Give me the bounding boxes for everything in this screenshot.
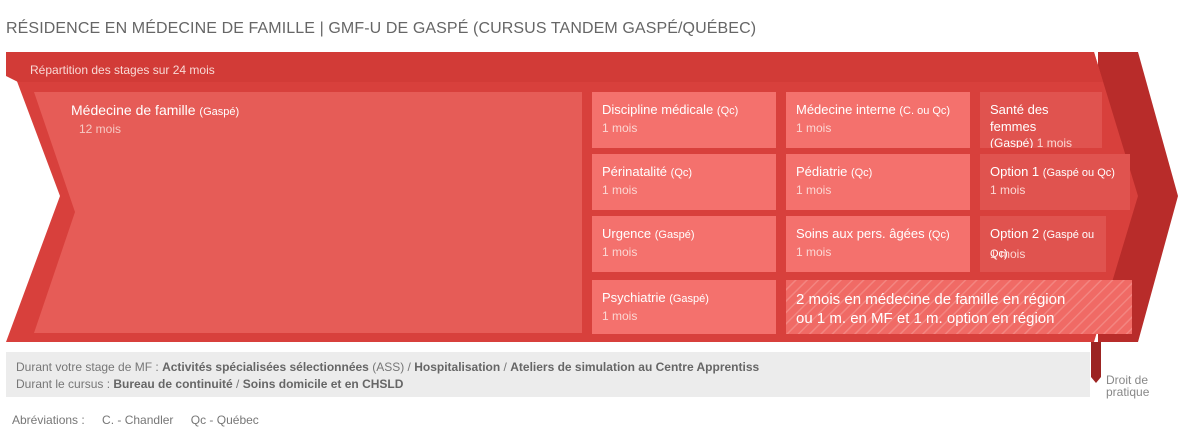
info-bureau-continuite: Bureau de continuité xyxy=(113,377,233,391)
block-name: Pédiatrie xyxy=(796,164,848,179)
block-location: (C. ou Qc) xyxy=(899,105,951,117)
block-sante-femmes: Santé des femmes (Gaspé) 1 mois xyxy=(980,92,1102,148)
info-hospitalisation: Hospitalisation xyxy=(414,360,501,374)
block-duration: 1 mois xyxy=(602,183,638,197)
block-option-2: Option 2 (Gaspé ou Qc) 1 mois xyxy=(980,216,1106,272)
info-bar: Durant votre stage de MF : Activités spé… xyxy=(6,352,1090,397)
block-soins-pers-agees: Soins aux pers. âgées (Qc) 1 mois xyxy=(786,216,970,272)
block-location: (Qc) xyxy=(670,167,693,179)
block-duration: 1 mois xyxy=(796,183,832,197)
block-name: Médecine de famille xyxy=(71,102,196,118)
block-duration: 1 mois xyxy=(1036,136,1073,148)
arrow-back xyxy=(1098,52,1178,342)
block-perinatalite: Périnatalité (Qc) 1 mois xyxy=(592,154,776,210)
block-region: 2 mois en médecine de famille en région … xyxy=(796,290,1096,328)
block-duration: 1 mois xyxy=(796,245,832,259)
block-location: (Qc) xyxy=(850,167,873,179)
block-psychiatrie: Psychiatrie (Gaspé) 1 mois xyxy=(592,280,776,334)
block-pediatrie: Pédiatrie (Qc) 1 mois xyxy=(786,154,970,210)
block-name: Psychiatrie xyxy=(602,290,666,305)
region-block-shape xyxy=(786,280,1132,334)
abbreviations: Abréviations : C. - Chandler Qc - Québec xyxy=(12,413,273,427)
block-location: (Gaspé ou Qc) xyxy=(1042,167,1115,179)
period-label: Répartition des stages sur 24 mois xyxy=(30,63,215,77)
info-line-cursus: Durant le cursus : Bureau de continuité … xyxy=(16,377,403,391)
block-location: (Gaspé) xyxy=(669,293,709,305)
abbr-quebec: Qc - Québec xyxy=(190,413,259,427)
mf-block-shape xyxy=(34,92,582,333)
block-location: (Qc) xyxy=(928,229,950,241)
arrow-header-band xyxy=(6,52,1103,82)
info-ateliers: Ateliers de simulation au Centre Apprent… xyxy=(510,360,760,374)
block-medecine-interne: Médecine interne (C. ou Qc) 1 mois xyxy=(786,92,970,148)
block-name: Option 2 xyxy=(990,226,1040,241)
page-title: RÉSIDENCE EN MÉDECINE DE FAMILLE | GMF-U… xyxy=(6,20,757,37)
info-prefix: Durant votre stage de MF : xyxy=(16,360,163,374)
block-duration: 1 mois xyxy=(990,183,1026,197)
info-prefix: Durant le cursus : xyxy=(16,377,114,391)
block-name: Urgence xyxy=(602,226,652,241)
block-location: (Gaspé) xyxy=(654,229,695,241)
block-urgence: Urgence (Gaspé) 1 mois xyxy=(592,216,776,272)
block-duration: 1 mois xyxy=(796,121,832,135)
block-option-1: Option 1 (Gaspé ou Qc) 1 mois xyxy=(980,154,1130,210)
block-duration: 1 mois xyxy=(602,309,638,323)
block-location: (Gaspé) xyxy=(199,106,240,118)
block-name: Santé des femmes xyxy=(990,102,1049,134)
region-line-2: ou 1 m. en MF et 1 m. option en région xyxy=(796,310,1055,327)
block-duration: 1 mois xyxy=(602,245,638,259)
block-duration: 1 mois xyxy=(602,121,638,135)
info-sep: / xyxy=(232,377,243,391)
block-name: Soins aux pers. âgées xyxy=(796,226,925,241)
block-location: (Gaspé ou Qc) xyxy=(990,229,1095,260)
info-sep: / xyxy=(500,360,511,374)
block-duration: 12 mois xyxy=(79,122,122,136)
info-ass: Activités spécialisées sélectionnées xyxy=(162,360,369,374)
droit-pratique-marker xyxy=(1091,342,1101,377)
block-discipline-medicale: Discipline médicale (Qc) 1 mois xyxy=(592,92,776,148)
info-soins-domicile: Soins domicile et en CHSLD xyxy=(242,377,404,391)
block-name: Périnatalité xyxy=(602,164,668,179)
block-duration: 1 mois xyxy=(990,247,1026,261)
block-name: Option 1 xyxy=(990,164,1040,179)
droit-pratique-line-1: Droit de xyxy=(1106,373,1149,387)
block-location: (Gaspé) xyxy=(990,136,1034,148)
abbr-chandler: C. - Chandler xyxy=(102,413,174,427)
block-name: Discipline médicale xyxy=(602,102,714,117)
block-location: (Qc) xyxy=(716,105,739,117)
info-sep: (ASS) / xyxy=(368,360,415,374)
info-line-mf: Durant votre stage de MF : Activités spé… xyxy=(16,360,759,374)
block-medecine-famille: Médecine de famille (Gaspé) 12 mois xyxy=(42,92,562,152)
droit-pratique-label: Droit de pratique xyxy=(1106,374,1149,398)
block-name: Médecine interne xyxy=(796,102,896,117)
droit-pratique-line-2: pratique xyxy=(1106,385,1150,399)
region-line-1: 2 mois en médecine de famille en région xyxy=(796,291,1066,308)
abbreviations-label: Abréviations : xyxy=(12,413,85,427)
